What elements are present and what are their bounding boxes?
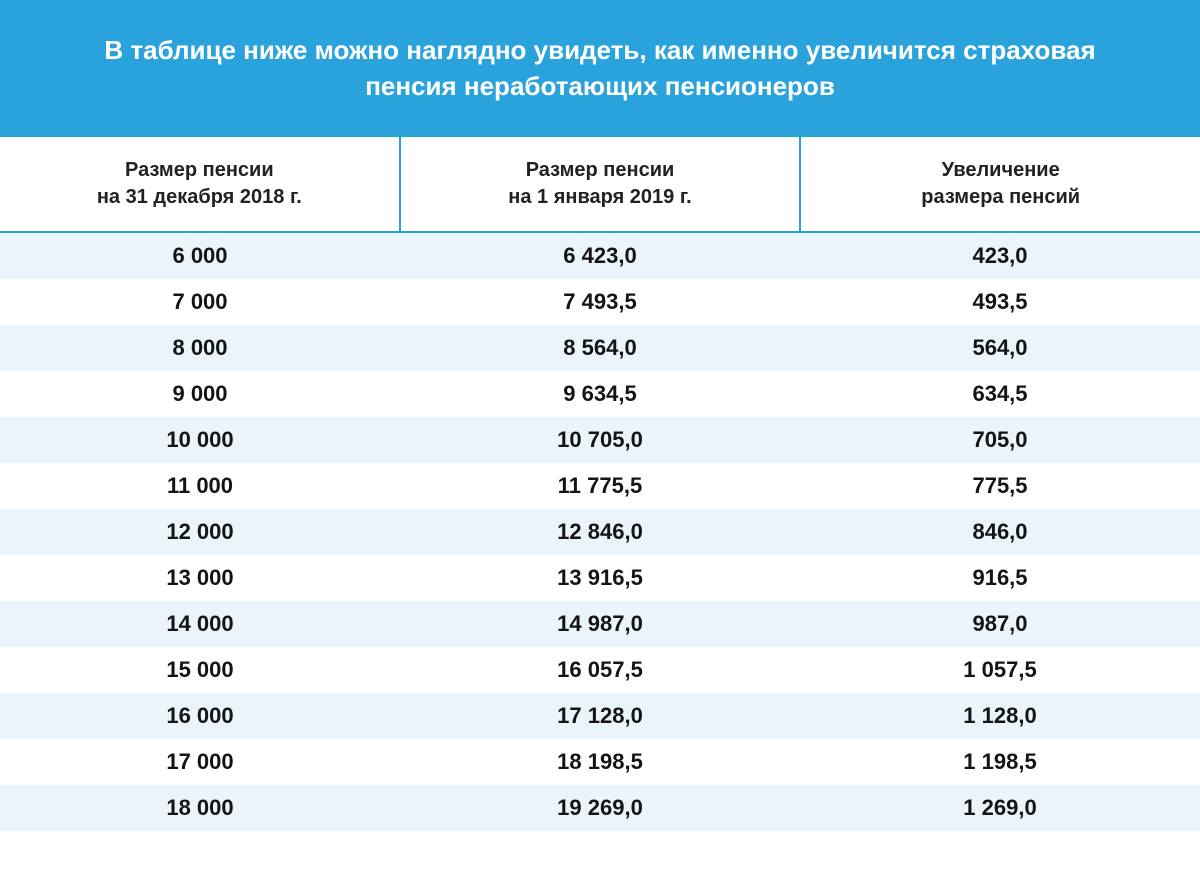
table-cell-col1: 10 000 <box>0 427 400 453</box>
table-cell-col3: 564,0 <box>800 335 1200 361</box>
header-col-1-line1: Размер пенсии <box>125 159 274 181</box>
table-cell-col2: 16 057,5 <box>400 657 800 683</box>
header-col-2: Размер пенсии на 1 января 2019 г. <box>401 137 802 231</box>
table-cell-col2: 14 987,0 <box>400 611 800 637</box>
table-cell-col2: 9 634,5 <box>400 381 800 407</box>
table-cell-col1: 17 000 <box>0 749 400 775</box>
table-row: 12 00012 846,0846,0 <box>0 509 1200 555</box>
table-cell-col3: 634,5 <box>800 381 1200 407</box>
table-cell-col3: 775,5 <box>800 473 1200 499</box>
header-col-3-line1: Увеличение <box>942 159 1060 181</box>
table-cell-col3: 987,0 <box>800 611 1200 637</box>
table-row: 9 0009 634,5634,5 <box>0 371 1200 417</box>
table-cell-col2: 18 198,5 <box>400 749 800 775</box>
table-cell-col2: 19 269,0 <box>400 795 800 821</box>
table-cell-col3: 493,5 <box>800 289 1200 315</box>
table-cell-col1: 6 000 <box>0 243 400 269</box>
table-cell-col1: 18 000 <box>0 795 400 821</box>
table-cell-col3: 1 057,5 <box>800 657 1200 683</box>
table-cell-col1: 16 000 <box>0 703 400 729</box>
table-row: 11 00011 775,5775,5 <box>0 463 1200 509</box>
table-cell-col3: 1 198,5 <box>800 749 1200 775</box>
header-col-3: Увеличение размера пенсий <box>801 137 1200 231</box>
table-cell-col1: 13 000 <box>0 565 400 591</box>
table-cell-col3: 1 128,0 <box>800 703 1200 729</box>
table-row: 15 00016 057,51 057,5 <box>0 647 1200 693</box>
header-col-1-line2: на 31 декабря 2018 г. <box>97 186 302 208</box>
table-cell-col2: 7 493,5 <box>400 289 800 315</box>
table-title: В таблице ниже можно наглядно увидеть, к… <box>0 0 1200 137</box>
table-row: 7 0007 493,5493,5 <box>0 279 1200 325</box>
table-cell-col1: 7 000 <box>0 289 400 315</box>
table-cell-col2: 12 846,0 <box>400 519 800 545</box>
table-row: 17 00018 198,51 198,5 <box>0 739 1200 785</box>
table-row: 6 0006 423,0423,0 <box>0 233 1200 279</box>
table-cell-col1: 8 000 <box>0 335 400 361</box>
pension-table-container: В таблице ниже можно наглядно увидеть, к… <box>0 0 1200 882</box>
header-col-2-line1: Размер пенсии <box>526 159 675 181</box>
header-col-1: Размер пенсии на 31 декабря 2018 г. <box>0 137 401 231</box>
table-cell-col1: 14 000 <box>0 611 400 637</box>
table-row: 13 00013 916,5916,5 <box>0 555 1200 601</box>
table-row: 14 00014 987,0987,0 <box>0 601 1200 647</box>
header-col-2-line2: на 1 января 2019 г. <box>508 186 691 208</box>
table-cell-col3: 916,5 <box>800 565 1200 591</box>
table-cell-col1: 11 000 <box>0 473 400 499</box>
table-cell-col2: 6 423,0 <box>400 243 800 269</box>
table-cell-col2: 8 564,0 <box>400 335 800 361</box>
table-cell-col3: 423,0 <box>800 243 1200 269</box>
table-row: 8 0008 564,0564,0 <box>0 325 1200 371</box>
table-body: 6 0006 423,0423,07 0007 493,5493,58 0008… <box>0 233 1200 831</box>
table-cell-col2: 13 916,5 <box>400 565 800 591</box>
table-cell-col1: 12 000 <box>0 519 400 545</box>
table-row: 16 00017 128,01 128,0 <box>0 693 1200 739</box>
table-header-row: Размер пенсии на 31 декабря 2018 г. Разм… <box>0 137 1200 233</box>
table-cell-col2: 10 705,0 <box>400 427 800 453</box>
table-cell-col3: 846,0 <box>800 519 1200 545</box>
table-cell-col1: 15 000 <box>0 657 400 683</box>
table-cell-col2: 17 128,0 <box>400 703 800 729</box>
table-row: 18 00019 269,01 269,0 <box>0 785 1200 831</box>
header-col-3-line2: размера пенсий <box>921 186 1080 208</box>
table-cell-col2: 11 775,5 <box>400 473 800 499</box>
table-cell-col3: 1 269,0 <box>800 795 1200 821</box>
table-cell-col3: 705,0 <box>800 427 1200 453</box>
table-cell-col1: 9 000 <box>0 381 400 407</box>
table-row: 10 00010 705,0705,0 <box>0 417 1200 463</box>
